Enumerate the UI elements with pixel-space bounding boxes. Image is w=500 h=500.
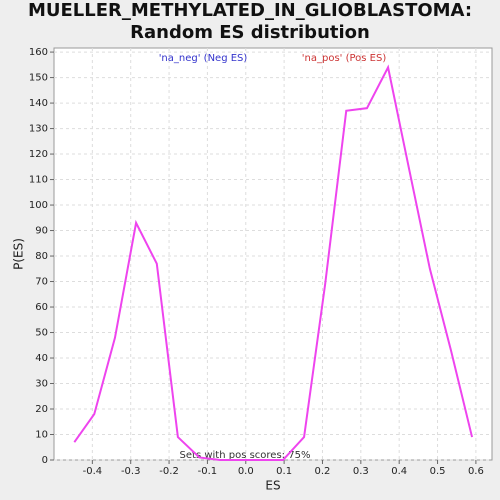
x-tick-label: -0.2	[159, 466, 179, 477]
annotation: 'na_neg' (Neg ES)	[159, 53, 248, 64]
y-axis-label: P(ES)	[12, 238, 26, 270]
x-tick-label: 0.0	[238, 466, 254, 477]
line-series	[73, 64, 474, 461]
y-tick-label: 150	[29, 73, 48, 84]
y-tick-label: 70	[35, 277, 48, 288]
y-tick-label: 40	[35, 353, 48, 364]
annotation: Sets with pos scores: 75%	[180, 450, 311, 461]
y-tick-label: 100	[29, 200, 48, 211]
x-tick-label: 0.1	[276, 466, 292, 477]
x-tick-label: 0.5	[430, 466, 446, 477]
y-tick-label: 50	[35, 328, 48, 339]
y-tick-label: 10	[35, 430, 48, 441]
y-tick-label: 110	[29, 175, 48, 186]
y-tick-label: 0	[42, 455, 48, 466]
y-tick-label: 140	[29, 98, 48, 109]
x-axis-label: ES	[265, 479, 280, 493]
y-tick-label: 20	[35, 404, 48, 415]
x-tick-label: 0.4	[391, 466, 407, 477]
x-tick-label: -0.4	[83, 466, 103, 477]
y-tick-label: 90	[35, 226, 48, 237]
y-tick-label: 60	[35, 302, 48, 313]
y-tick-label: 130	[29, 124, 48, 135]
x-tick-label: -0.1	[198, 466, 218, 477]
annotation: 'na_pos' (Pos ES)	[302, 53, 387, 64]
y-tick-label: 120	[29, 149, 48, 160]
x-tick-label: 0.3	[353, 466, 369, 477]
y-tick-label: 30	[35, 379, 48, 390]
x-tick-label: 0.2	[315, 466, 331, 477]
chart-title: MUELLER_METHYLATED_IN_GLIOBLASTOMA: Rand…	[27, 0, 473, 43]
y-tick-label: 160	[29, 47, 48, 58]
x-tick-label: 0.6	[468, 466, 484, 477]
y-tick-label: 80	[35, 251, 48, 262]
plot-area	[53, 47, 493, 461]
x-tick-label: -0.3	[121, 466, 141, 477]
